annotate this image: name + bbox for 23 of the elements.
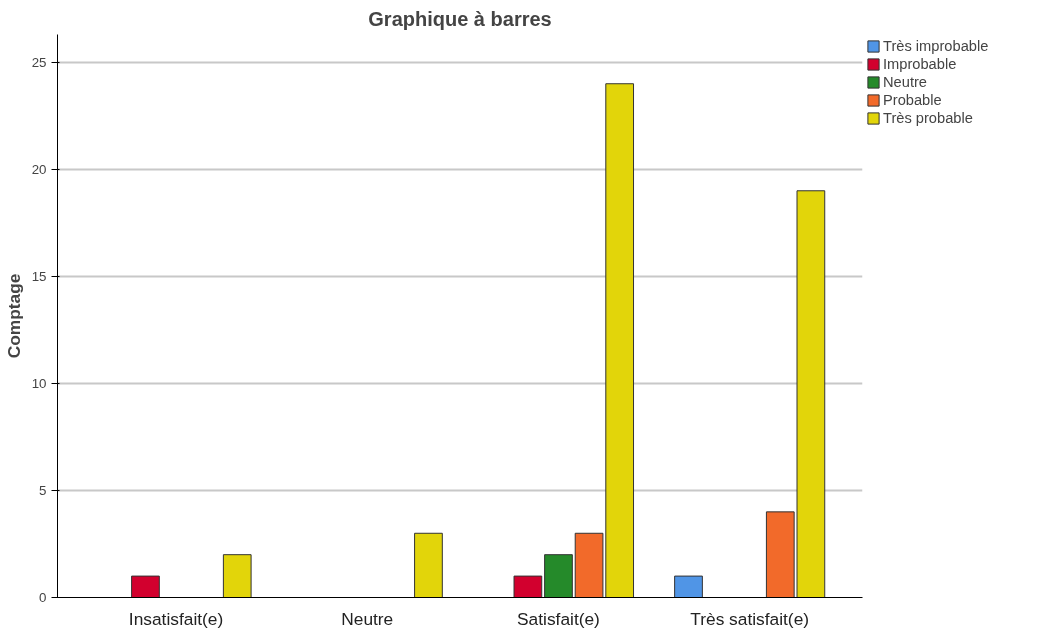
bar [222,554,252,598]
bar [513,575,543,598]
legend-label: Neutre [883,74,927,90]
y-tick-label: 25 [31,54,47,70]
bar [674,575,703,598]
x-tick-label: Très satisfait(e) [690,608,810,629]
y-tick-label: 10 [31,375,47,391]
legend-label: Improbable [883,56,957,72]
chart-title: Graphique à barres [368,7,552,30]
bar [544,554,573,598]
y-tick-label: 20 [31,161,47,177]
bar [414,532,443,598]
y-tick-label: 5 [39,482,47,498]
bar [131,575,160,598]
x-tick-label: Satisfait(e) [517,608,600,629]
y-tick-label: 15 [31,268,47,284]
legend-label: Très improbable [883,38,989,54]
y-tick-label: 0 [39,590,47,605]
y-axis-title: Comptage [3,273,24,359]
x-tick-label: Insatisfait(e) [128,608,224,629]
legend-label: Très probable [883,110,973,126]
x-tick-label: Neutre [341,608,394,629]
legend-label: Probable [883,92,942,108]
